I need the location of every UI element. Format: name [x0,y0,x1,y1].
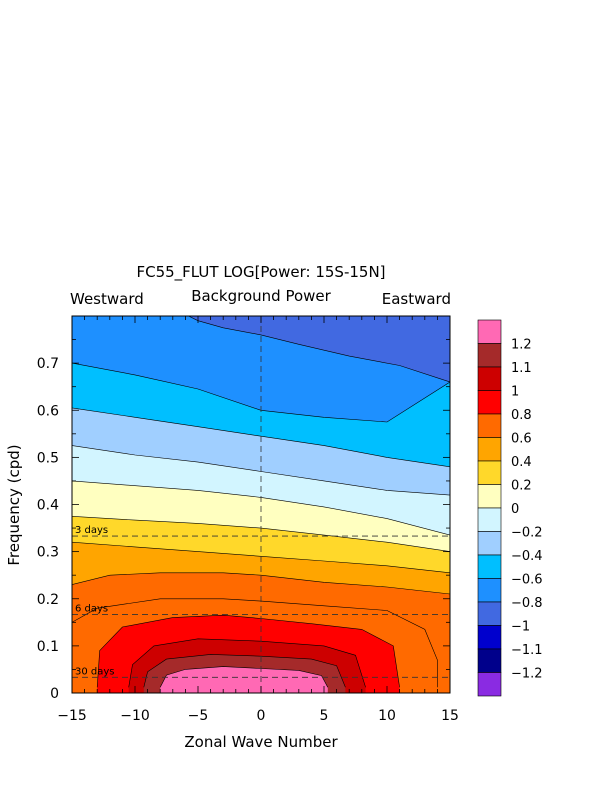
x-tick-label: 10 [378,708,396,724]
colorbar-swatch-5 [477,437,502,462]
x-axis: −15 −10 −5 0 5 10 15 [57,316,459,724]
colorbar-swatch-14 [477,648,502,673]
colorbar-swatch-13 [477,625,502,650]
y-tick-label: 0.7 [37,356,59,372]
colorbar-swatch-4 [477,413,502,438]
colorbar-label-0: 1.2 [511,338,532,353]
colorbar-swatch-9 [477,531,502,556]
contour-line-3 [96,614,400,688]
colorbar-label-11: −0.8 [511,596,543,611]
westward-label: Westward [70,290,144,308]
x-tick-label: 15 [441,708,459,724]
colorbar-swatch-3 [477,390,502,415]
colorbar-label-2: 1 [511,385,519,400]
colorbar-label-12: −1 [511,620,530,635]
reference-line-label-0: 3 days [75,525,108,536]
colorbar-label-8: −0.2 [511,526,543,541]
y-tick-label: 0.4 [37,498,59,514]
colorbar-label-6: 0.2 [511,479,532,494]
eastward-label: Eastward [382,290,451,308]
colorbar-swatch-1 [477,343,502,368]
colorbar: 1.2 1.1 1 0.8 0.6 0.4 0.2 0 −0.2 −0.4 −0.6 −0.8 −1 −1… [477,319,543,697]
colorbar-label-7: 0 [511,502,519,517]
colorbar-swatch-2 [477,366,502,391]
colorbar-swatch-0 [477,319,502,344]
colorbar-label-13: −1.1 [511,643,543,658]
y-tick-label: 0.5 [37,450,59,466]
x-tick-label: −15 [57,708,87,724]
y-axis-label: Frequency (cpd) [5,444,23,565]
contour-line-4 [72,598,438,688]
x-tick-label: 0 [257,708,266,724]
colorbar-swatch-7 [477,484,502,509]
contour-line-1 [143,654,346,688]
contour-bands [72,316,450,693]
colorbar-swatch-12 [477,601,502,626]
x-tick-label: −10 [120,708,150,724]
contour-line-12 [187,316,450,383]
reference-lines: 3 days 6 days 30 days [72,316,450,693]
y-tick-label: 0 [50,686,59,702]
colorbar-swatch-8 [477,507,502,532]
contour-line-5 [72,572,450,595]
y-axis: 0 0.1 0.2 0.3 0.4 0.5 0.6 0.7 [37,315,450,702]
colorbar-label-14: −1.2 [511,667,543,682]
contour-band-0 [160,666,328,693]
colorbar-label-10: −0.6 [511,573,543,588]
colorbar-swatch-6 [477,460,502,485]
colorbar-label-1: 1.1 [511,361,532,376]
y-tick-label: 0.2 [37,592,59,608]
chart-subtitle: Background Power [191,287,331,305]
colorbar-label-5: 0.4 [511,455,532,470]
contour-line-2 [128,638,366,688]
chart-title: FC55_FLUT LOG[Power: 15S-15N] [136,263,385,282]
x-tick-label: −5 [188,708,209,724]
colorbar-label-3: 0.8 [511,408,532,423]
x-axis-label: Zonal Wave Number [184,733,338,751]
colorbar-swatch-11 [477,578,502,603]
y-tick-label: 0.1 [37,639,59,655]
x-tick-label: 5 [320,708,329,724]
colorbar-swatch-10 [477,554,502,579]
colorbar-swatch-15 [477,672,502,697]
y-tick-label: 0.3 [37,545,59,561]
reference-line-label-2: 30 days [75,666,115,677]
colorbar-label-4: 0.6 [511,432,532,447]
y-tick-label: 0.6 [37,403,59,419]
contour-line-0 [159,666,329,688]
contour-lines [72,316,450,688]
colorbar-label-9: −0.4 [511,549,543,564]
reference-line-label-1: 6 days [75,603,108,614]
